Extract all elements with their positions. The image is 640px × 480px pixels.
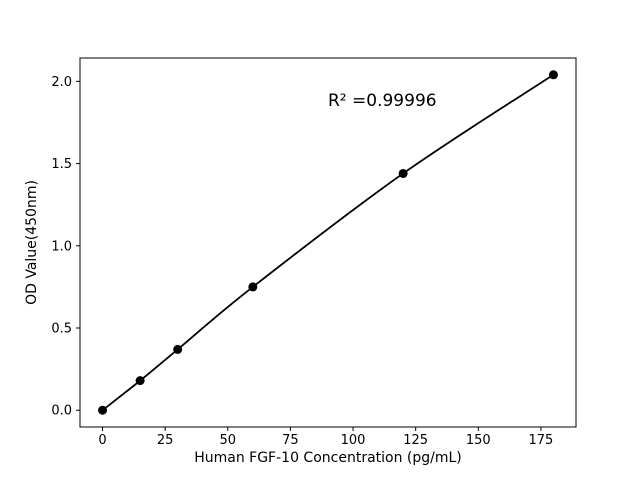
x-axis-label: Human FGF-10 Concentration (pg/mL)	[194, 450, 462, 466]
plot-frame	[79, 57, 577, 428]
x-axis-tick-label: 150	[466, 433, 491, 448]
data-point-marker	[173, 344, 183, 354]
x-axis-tick-label: 50	[220, 433, 237, 448]
data-point-marker	[135, 376, 145, 386]
x-axis-tick-label: 25	[157, 433, 174, 448]
y-axis-label: OD Value(450nm)	[24, 180, 40, 305]
y-axis-tick-label: 0.5	[51, 322, 72, 337]
y-axis-tick-label: 0.0	[51, 404, 72, 419]
data-point-marker	[548, 70, 558, 80]
r-squared-annotation: R² =0.99996	[328, 91, 437, 111]
x-axis-tick-label: 100	[341, 433, 366, 448]
y-axis-tick-label: 1.0	[51, 239, 72, 254]
data-point-marker	[98, 405, 108, 415]
x-axis-tick-label: 75	[282, 433, 299, 448]
y-axis-tick-label: 2.0	[51, 75, 72, 90]
x-axis-tick-label: 125	[403, 433, 428, 448]
y-axis-tick-label: 1.5	[51, 157, 72, 172]
data-point-marker	[248, 282, 258, 292]
data-point-marker	[398, 168, 408, 178]
x-axis-tick-label: 0	[98, 433, 106, 448]
x-axis-tick-label: 175	[529, 433, 554, 448]
